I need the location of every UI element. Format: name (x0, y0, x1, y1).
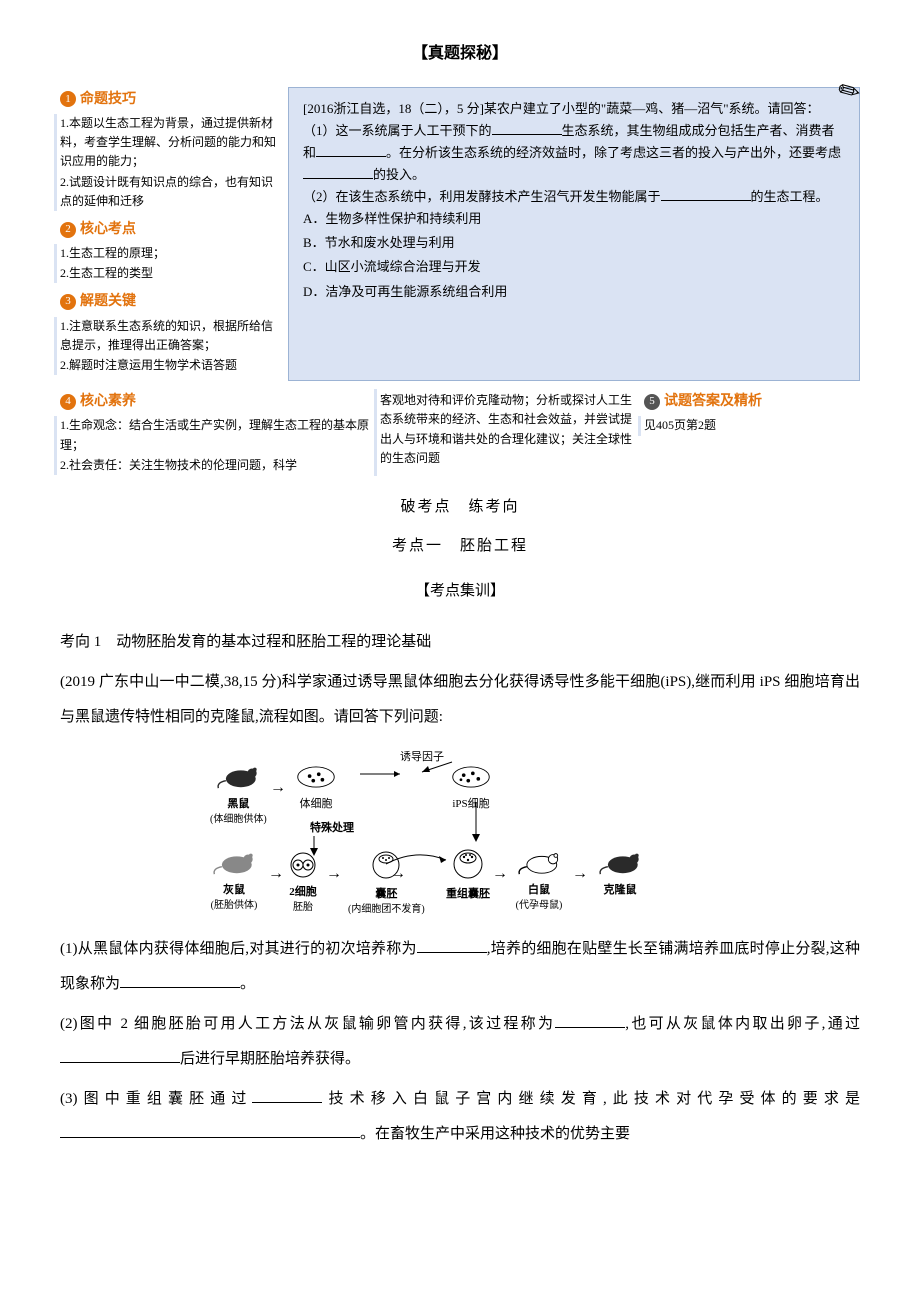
clone-mouse-node: 克隆鼠 (596, 848, 644, 897)
q1: (1)从黑鼠体内获得体细胞后,对其进行的初次培养称为,培养的细胞在贴壁生长至铺满… (60, 932, 860, 1001)
option-d: D．洁净及可再生能源系统组合利用 (303, 281, 845, 303)
q2: (2)图中 2 细胞胚胎可用人工方法从灰鼠输卵管内获得,该过程称为,也可从灰鼠体… (60, 1007, 860, 1076)
sec2-line2: 2.生态工程的类型 (60, 264, 280, 283)
q1-line: （1）这一系统属于人工干预下的生态系统，其生物组成成分包括生产者、消费者和。在分… (303, 120, 845, 186)
sec-1: 1命题技巧 1.本题以生态工程为背景，通过提供新材料，考查学生理解、分析问题的能… (60, 87, 280, 211)
sec1-title: 命题技巧 (80, 87, 136, 112)
sec-2: 2核心考点 1.生态工程的原理； 2.生态工程的类型 (60, 217, 280, 284)
mid-title-1: 破考点 练考向 (60, 494, 860, 521)
body-cell-node: 体细胞 (295, 764, 337, 811)
row2: 4核心素养 1.生命观念：结合生活或生产实例，理解生态工程的基本原理； 2.社会… (60, 389, 860, 476)
arrow-b2: → (326, 860, 342, 889)
recomb-node: 重组囊胚 (446, 848, 490, 901)
arrow-1: → (270, 774, 286, 803)
gray-mouse-icon (210, 848, 258, 876)
page-title: 【真题探秘】 (60, 40, 860, 69)
question-panel: ✎ [2016浙江自选，18（二），5 分]某农户建立了小型的"蔬菜—鸡、猪—沼… (288, 87, 860, 381)
sec3-title: 解题关键 (80, 289, 136, 314)
flow-diagram: 诱导因子 黑鼠 (体细胞供体) → 体细胞 iPS细胞 特殊处理 灰鼠 (胚胎 (190, 748, 730, 918)
options-list: A．生物多样性保护和持续利用 B．节水和废水处理与利用 C．山区小流域综合治理与… (303, 208, 845, 302)
exam-intro: (2019 广东中山一中二模,38,15 分)科学家通过诱导黑鼠体细胞去分化获得… (60, 665, 860, 734)
white-mouse-node: 白鼠 (代孕母鼠) (515, 848, 563, 915)
circle-4-icon: 4 (60, 394, 76, 410)
row2-mid: 客观地对待和评价克隆动物；分析或探讨人工生态系统带来的经济、生态和社会效益，并尝… (374, 389, 634, 476)
row2-mid-text: 客观地对待和评价克隆动物；分析或探讨人工生态系统带来的经济、生态和社会效益，并尝… (380, 391, 634, 468)
left-annotations: 1命题技巧 1.本题以生态工程为背景，通过提供新材料，考查学生理解、分析问题的能… (60, 87, 280, 381)
question-source: [2016浙江自选，18（二），5 分]某农户建立了小型的"蔬菜—鸡、猪—沼气"… (303, 98, 845, 120)
option-c: C．山区小流域综合治理与开发 (303, 256, 845, 278)
ips-icon (450, 764, 492, 790)
circle-2-icon: 2 (60, 222, 76, 238)
circle-5-icon: 5 (644, 394, 660, 410)
sec2-title: 核心考点 (80, 217, 136, 242)
circle-3-icon: 3 (60, 294, 76, 310)
kx-title: 考向 1 动物胚胎发育的基本过程和胚胎工程的理论基础 (60, 625, 860, 660)
arrow-b4: → (492, 860, 508, 889)
sec1-line2: 2.试题设计既有知识点的综合，也有知识点的延伸和迁移 (60, 173, 280, 211)
sec4-line2: 2.社会责任：关注生物技术的伦理问题，科学 (60, 456, 370, 475)
recomb-icon (450, 848, 486, 880)
white-mouse-icon (515, 848, 563, 876)
circle-1-icon: 1 (60, 91, 76, 107)
top-panel: 1命题技巧 1.本题以生态工程为背景，通过提供新材料，考查学生理解、分析问题的能… (60, 87, 860, 381)
merge-arrow-icon (386, 848, 452, 868)
sec-4: 4核心素养 1.生命观念：结合生活或生产实例，理解生态工程的基本原理； 2.社会… (60, 389, 370, 476)
exam-body: 考向 1 动物胚胎发育的基本过程和胚胎工程的理论基础 (2019 广东中山一中二… (60, 625, 860, 735)
sec3-line1: 1.注意联系生态系统的知识，根据所给信息提示，推理得出正确答案； (60, 317, 280, 355)
special-label: 特殊处理 (310, 822, 354, 835)
q2-line: （2）在该生态系统中，利用发酵技术产生沼气开发生物能属于的生态工程。 (303, 186, 845, 208)
arrow-b5: → (572, 860, 588, 889)
sec3-line2: 2.解题时注意运用生物学术语答题 (60, 356, 280, 375)
sec-3: 3解题关键 1.注意联系生态系统的知识，根据所给信息提示，推理得出正确答案； 2… (60, 289, 280, 375)
body-cell-icon (295, 764, 337, 790)
questions-block: (1)从黑鼠体内获得体细胞后,对其进行的初次培养称为,培养的细胞在贴壁生长至铺满… (60, 932, 860, 1151)
option-a: A．生物多样性保护和持续利用 (303, 208, 845, 230)
two-cell-icon (288, 852, 318, 878)
two-cell-node: 2细胞 胚胎 (288, 852, 318, 917)
q3: (3)图中重组囊胚通过技术移入白鼠子宫内继续发育,此技术对代孕受体的要求是。在畜… (60, 1082, 860, 1151)
option-b: B．节水和废水处理与利用 (303, 232, 845, 254)
black-mouse-node: 黑鼠 (体细胞供体) (210, 762, 267, 829)
arrow-b1: → (268, 860, 284, 889)
sec2-line1: 1.生态工程的原理； (60, 244, 280, 263)
sec4-title: 核心素养 (80, 389, 136, 414)
gray-mouse-node: 灰鼠 (胚胎供体) (210, 848, 258, 915)
clone-mouse-icon (596, 848, 644, 876)
black-mouse-icon (214, 762, 262, 790)
sec5-line1: 见405页第2题 (644, 416, 860, 435)
sec5-title: 试题答案及精析 (664, 389, 762, 414)
sec1-line1: 1.本题以生态工程为背景，通过提供新材料，考查学生理解、分析问题的能力和知识应用… (60, 114, 280, 172)
mid-title-2: 考点一 胚胎工程 (60, 533, 860, 560)
mid-title-3: 【考点集训】 (60, 578, 860, 605)
ips-down-arrow-icon (470, 802, 482, 842)
sec-5: 5试题答案及精析 见405页第2题 (644, 389, 860, 476)
sec4-line1: 1.生命观念：结合生活或生产实例，理解生态工程的基本原理； (60, 416, 370, 454)
